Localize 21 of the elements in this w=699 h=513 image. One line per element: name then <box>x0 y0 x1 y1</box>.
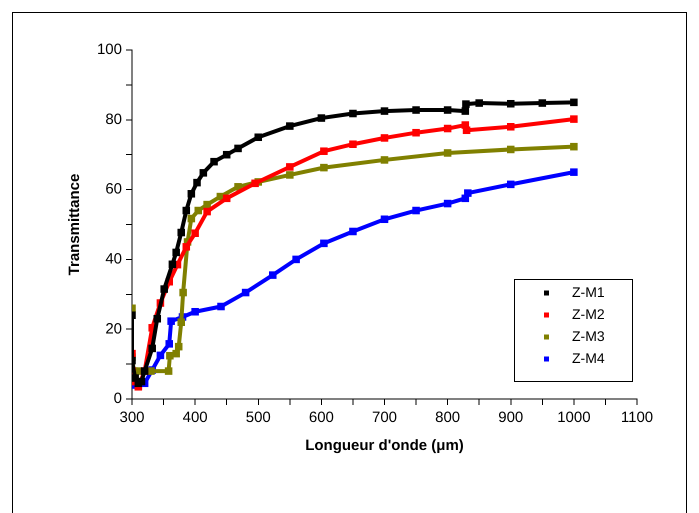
x-tick-label: 1000 <box>557 409 591 426</box>
x-tick-label: 900 <box>498 409 524 426</box>
x-tick-label: 800 <box>435 409 460 426</box>
y-tick-label: 80 <box>105 110 122 128</box>
y-tick-label: 100 <box>96 41 122 58</box>
x-tick-label: 300 <box>119 409 145 426</box>
legend-label: Z-M2 <box>572 306 605 322</box>
x-tick-label: 700 <box>372 409 398 426</box>
y-tick-label: 0 <box>114 390 122 408</box>
legend-label: Z-M3 <box>572 328 605 344</box>
legend-label: Z-M4 <box>572 350 605 366</box>
x-tick-label: 500 <box>246 409 271 426</box>
x-tick-label: 1100 <box>620 409 654 426</box>
legend-label: Z-M1 <box>572 284 605 300</box>
y-tick-label: 60 <box>105 180 122 198</box>
y-axis-title: Transmittance <box>66 174 84 276</box>
x-tick-label: 600 <box>308 409 334 426</box>
x-axis-title: Longueur d'onde (μm) <box>305 437 464 454</box>
x-tick-label: 400 <box>182 409 208 426</box>
y-tick-label: 40 <box>105 250 122 268</box>
y-tick-label: 20 <box>105 320 122 338</box>
